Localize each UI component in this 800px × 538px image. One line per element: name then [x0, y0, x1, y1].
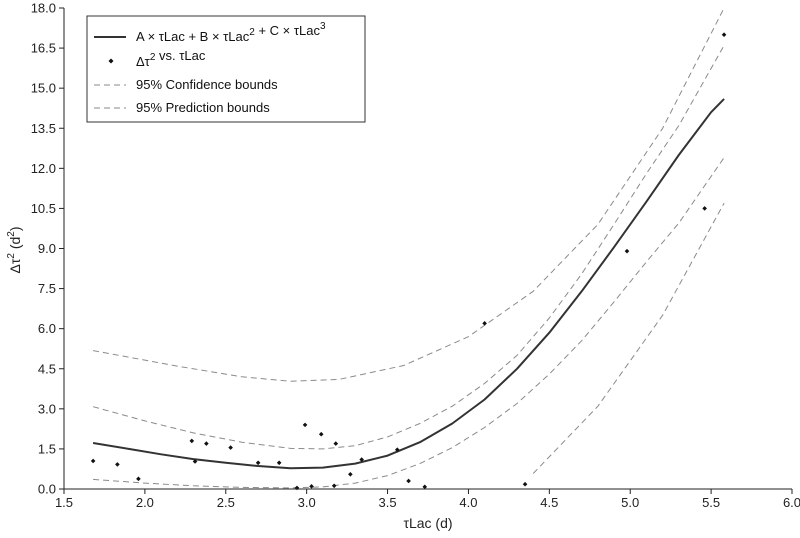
y-tick-label: 3.0	[38, 401, 56, 416]
data-point	[189, 438, 195, 444]
data-point	[318, 431, 324, 437]
data-point	[204, 441, 209, 446]
series-line-fit	[92, 98, 725, 470]
y-tick-label: 1.5	[38, 441, 56, 456]
y-tick-label: 0.0	[38, 482, 56, 497]
data-point	[394, 447, 400, 453]
y-axis-title-sup: 2	[6, 253, 17, 259]
x-ticks: 1.5 2.0 2.5 3.0 3.5 4.0 4.5 5.0 5.5 6.0	[55, 489, 800, 510]
data-point	[333, 441, 339, 446]
x-tick-label: 1.5	[55, 495, 73, 510]
y-tick-label: 15.0	[31, 81, 56, 96]
y-tick-label: 12.0	[31, 161, 56, 176]
y-tick-label: 13.5	[31, 121, 56, 136]
legend-label-conf: 95% Confidence bounds	[136, 77, 278, 92]
y-tick-label: 10.5	[31, 201, 56, 216]
y-axis-title-sup2: 2	[6, 231, 17, 237]
x-tick-label: 2.0	[136, 495, 154, 510]
data-point	[721, 32, 727, 38]
y-ticks: 0.0 1.5 3.0 4.5 6.0 7.5 9.0 10.5 12.0 13.5 15.0 16.…	[31, 1, 64, 497]
series-line-conf_lower	[93, 157, 725, 489]
plot-lines	[92, 8, 725, 489]
data-points	[90, 32, 727, 491]
legend-box	[86, 15, 366, 123]
data-point	[348, 472, 353, 477]
y-tick-label: 16.5	[31, 41, 56, 56]
legend-text-part: 2	[249, 27, 255, 38]
data-point	[90, 458, 96, 464]
legend-text-part: vs. τLac	[155, 48, 205, 63]
y-tick-label: 18.0	[31, 1, 56, 16]
y-tick-label: 4.5	[38, 361, 56, 376]
series-line-pred_upper	[93, 8, 725, 382]
x-tick-label: 5.5	[702, 495, 720, 510]
data-point	[136, 476, 141, 482]
data-point	[482, 321, 487, 326]
legend-text-part: 95% Prediction bounds	[136, 100, 270, 115]
y-axis-title-main: Δτ	[7, 258, 23, 273]
legend-text-part: + C × τLac	[255, 23, 321, 38]
data-point	[115, 462, 120, 467]
data-point	[522, 481, 528, 487]
x-tick-label: 3.5	[379, 495, 397, 510]
data-point	[228, 445, 233, 450]
x-tick-label: 5.0	[621, 495, 639, 510]
data-point	[302, 422, 308, 428]
data-point	[309, 484, 314, 489]
data-point	[294, 485, 300, 491]
data-point	[406, 478, 411, 484]
data-point	[192, 459, 198, 464]
y-tick-label: 6.0	[38, 321, 56, 336]
data-point	[255, 460, 261, 466]
x-axis-title: τLac (d)	[403, 515, 452, 531]
legend-text-part: 95% Confidence bounds	[136, 77, 278, 92]
y-axis-title-end: )	[7, 226, 23, 231]
x-tick-label: 4.5	[540, 495, 558, 510]
y-tick-label: 9.0	[38, 241, 56, 256]
y-tick-label: 7.5	[38, 281, 56, 296]
series-line-conf_upper	[92, 45, 725, 450]
data-point	[702, 206, 707, 211]
x-tick-label: 4.0	[459, 495, 477, 510]
legend-text-part: 2	[150, 52, 156, 63]
legend-text-part: Δτ	[136, 54, 151, 69]
legend-label-data: Δτ2 vs. τLac	[136, 48, 206, 69]
legend-swatch-data	[108, 58, 114, 64]
legend-text-part: 3	[320, 21, 326, 32]
series-line-pred_lower	[532, 202, 725, 474]
y-axis-title-tail: (d	[7, 237, 23, 253]
x-tick-label: 6.0	[783, 495, 800, 510]
data-point	[359, 457, 364, 462]
x-tick-label: 2.5	[217, 495, 235, 510]
y-axis-title: Δτ2 (d2)	[6, 226, 23, 273]
data-point	[624, 248, 630, 254]
legend-label-fit: A × τLac + B × τLac2 + C × τLac3	[136, 21, 326, 44]
x-tick-label: 3.0	[298, 495, 316, 510]
legend-text-part: A × τLac + B × τLac	[136, 29, 250, 44]
legend-label-pred: 95% Prediction bounds	[136, 100, 270, 115]
data-point	[331, 483, 337, 489]
data-point	[422, 484, 428, 490]
data-point	[276, 460, 282, 466]
